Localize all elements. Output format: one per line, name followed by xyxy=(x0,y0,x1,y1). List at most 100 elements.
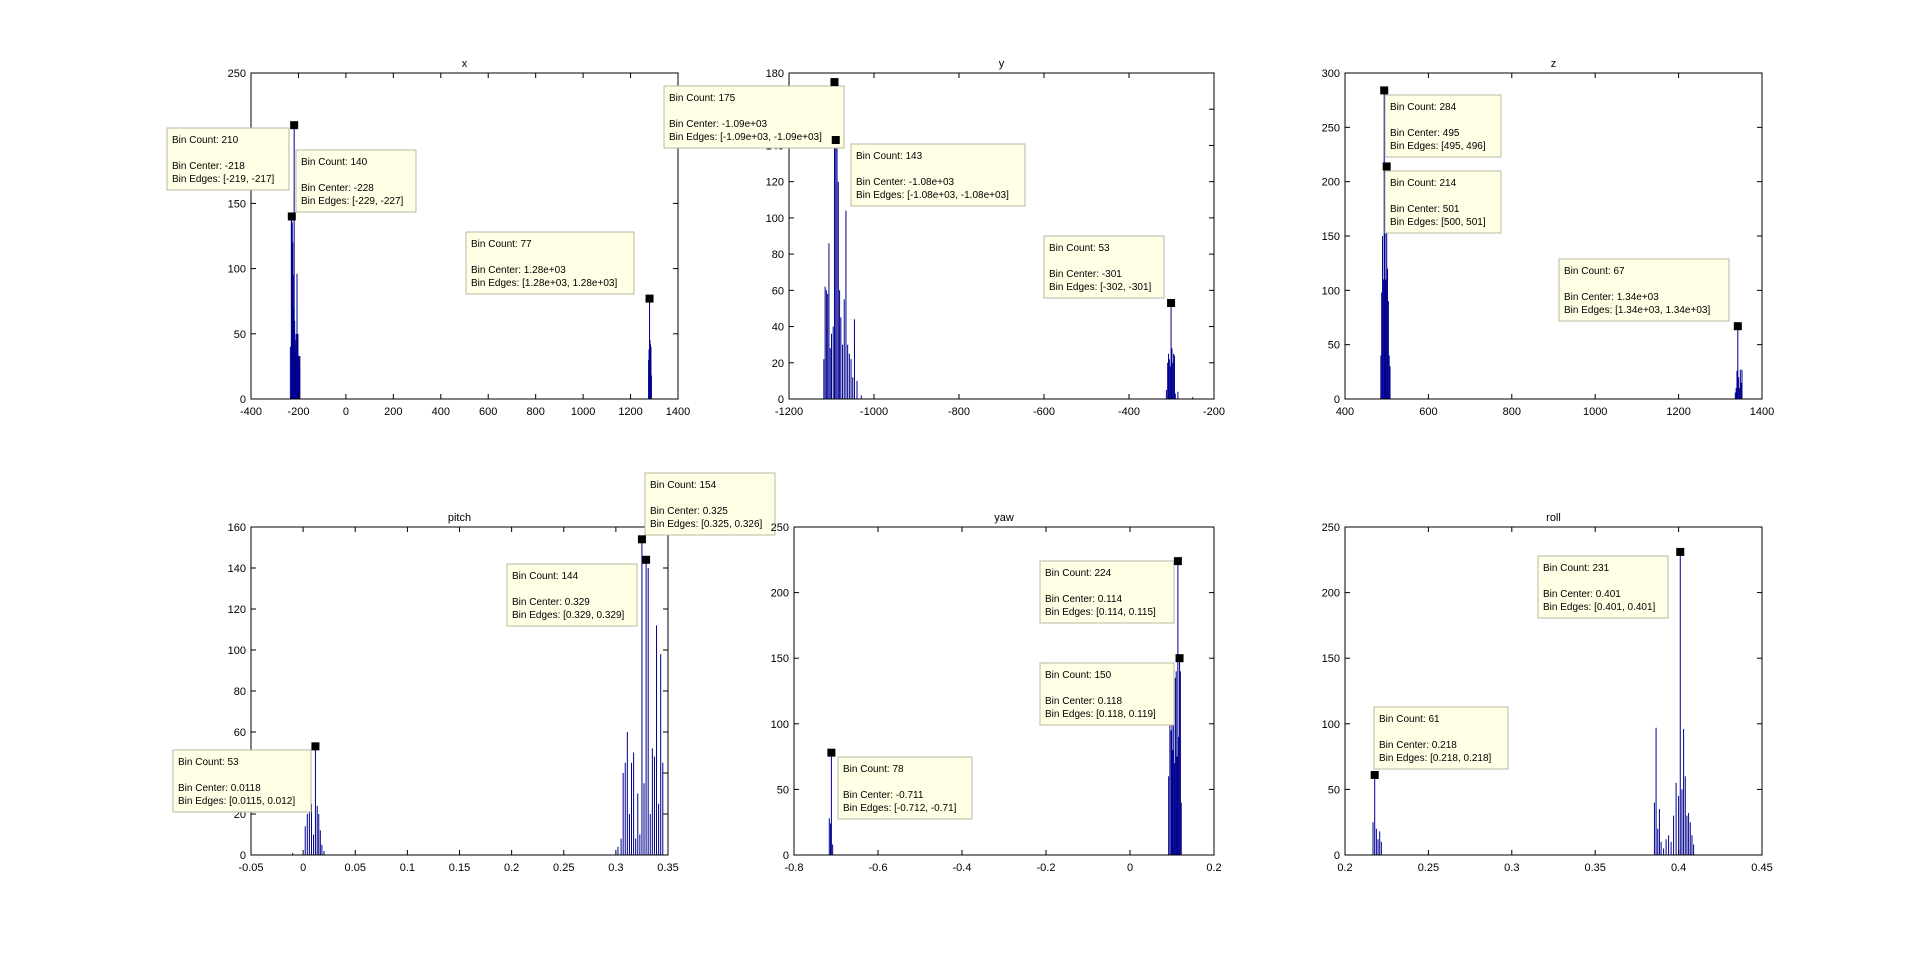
histogram-bar xyxy=(1171,348,1173,399)
histogram-bar xyxy=(830,752,832,855)
datatip-bin-center: Bin Center: 0.0118 xyxy=(178,783,261,794)
y-tick-label: 200 xyxy=(771,588,789,600)
histogram-bar xyxy=(1668,835,1670,855)
histogram-bar xyxy=(1383,90,1385,399)
histogram-bar xyxy=(1372,822,1374,855)
datatip-bin-center: Bin Center: 501 xyxy=(1390,204,1460,215)
y-tick-label: 100 xyxy=(228,264,246,276)
datatip-bin-count: Bin Count: 77 xyxy=(471,239,532,250)
datatip-bin-edges: Bin Edges: [0.325, 0.326] xyxy=(650,519,763,530)
datatip-bin-count: Bin Count: 140 xyxy=(301,157,368,168)
histogram-bars xyxy=(823,82,1194,399)
x-tick-label: -0.4 xyxy=(953,862,972,874)
histogram-bar xyxy=(643,783,645,855)
datatip-bin-edges: Bin Edges: [0.218, 0.218] xyxy=(1379,753,1492,764)
datatip-bin-count: Bin Count: 231 xyxy=(1543,563,1610,574)
datatip: Bin Count: 214 Bin Center: 501 Bin Edges: … xyxy=(1382,162,1502,234)
datatip-bin-count: Bin Count: 78 xyxy=(843,764,904,775)
x-tick-label: 1200 xyxy=(618,406,642,418)
datatip-box xyxy=(850,143,1026,207)
datatip-marker xyxy=(287,212,296,221)
histogram-bar xyxy=(1174,763,1176,855)
datatip-bin-count: Bin Count: 210 xyxy=(172,135,239,146)
histogram-bar xyxy=(1173,353,1175,399)
histogram-bars xyxy=(292,539,664,855)
datatip: Bin Count: 78 Bin Center: -0.711 Bin Edges… xyxy=(827,748,973,820)
histogram-bar xyxy=(829,348,831,399)
y-tick-label: 100 xyxy=(228,645,246,657)
datatip-bin-edges: Bin Edges: [0.118, 0.119] xyxy=(1045,709,1156,720)
y-tick-label: 200 xyxy=(1322,177,1340,189)
histogram-bar xyxy=(1380,841,1382,855)
datatip: Bin Count: 143 Bin Center: -1.08e+03 Bin E… xyxy=(831,136,1026,207)
histogram-bar xyxy=(850,359,852,399)
histogram-bar xyxy=(318,814,320,855)
datatip: Bin Count: 224 Bin Center: 0.114 Bin Edges… xyxy=(1039,557,1182,624)
datatip-box xyxy=(295,149,417,213)
axes-frame xyxy=(250,72,679,400)
histogram-bar xyxy=(313,834,315,855)
histogram-bar xyxy=(662,762,664,855)
y-tick-label: 60 xyxy=(772,285,784,297)
histogram-bar xyxy=(1382,279,1384,399)
x-tick-label: 0.3 xyxy=(1504,862,1519,874)
datatip-bin-edges: Bin Edges: [0.0115, 0.012] xyxy=(178,796,295,807)
x-tick-label: 800 xyxy=(1503,406,1521,418)
y-tick-label: 50 xyxy=(777,784,789,796)
histogram-bar xyxy=(823,359,825,399)
y-tick-label: 60 xyxy=(234,727,246,739)
y-tick-label: 150 xyxy=(228,198,246,210)
histogram-bar xyxy=(292,852,294,855)
datatip-box xyxy=(1043,235,1165,299)
histogram-bars xyxy=(828,561,1182,855)
x-tick-label: 0.2 xyxy=(1206,862,1221,874)
subplot-y: -1200 -1000 -800 -600 -400 -200 0 20 40 60 80 100 12… xyxy=(663,58,1225,418)
y-tick-label: 150 xyxy=(771,653,789,665)
histogram-bar xyxy=(645,559,647,855)
datatip-box xyxy=(465,231,635,295)
subplot-title: roll xyxy=(1546,512,1561,524)
datatip-bin-center: Bin Center: 0.329 xyxy=(512,597,590,608)
histogram-bar xyxy=(1738,388,1740,399)
x-tick-label: -600 xyxy=(1033,406,1055,418)
datatip-marker xyxy=(831,136,840,145)
x-tick-label: -400 xyxy=(1118,406,1140,418)
histogram-bar xyxy=(641,539,643,855)
datatip-bin-edges: Bin Edges: [0.401, 0.401] xyxy=(1543,602,1656,613)
histogram-bar xyxy=(853,319,855,399)
datatip-bin-count: Bin Count: 154 xyxy=(650,480,717,491)
histogram-bar xyxy=(637,793,639,855)
x-tick-label: 0 xyxy=(1127,862,1133,874)
y-tick-label: 300 xyxy=(1322,68,1340,80)
histogram-bar xyxy=(1179,658,1181,855)
histogram-bar xyxy=(633,752,635,855)
histogram-bar xyxy=(1679,551,1681,855)
histogram-bar xyxy=(1169,710,1171,855)
histogram-bar xyxy=(1180,802,1182,855)
histogram-bar xyxy=(1683,729,1685,855)
histogram-bar xyxy=(1192,397,1194,399)
datatip-bin-count: Bin Count: 150 xyxy=(1045,670,1112,681)
datatip-bin-edges: Bin Edges: [0.114, 0.115] xyxy=(1045,607,1156,618)
y-tick-label: 120 xyxy=(766,177,784,189)
x-tick-label: -0.8 xyxy=(785,862,804,874)
histogram-bar xyxy=(840,317,842,399)
histogram-bar xyxy=(1178,736,1180,855)
histogram-bar xyxy=(1389,366,1391,399)
histogram-bar xyxy=(321,844,323,855)
histogram-bar xyxy=(1663,848,1665,855)
datatip-box xyxy=(663,85,845,149)
histogram-bar xyxy=(658,803,660,855)
x-tick-label: 0.15 xyxy=(449,862,470,874)
subplot-roll: 0.2 0.25 0.3 0.35 0.4 0.45 0 50 100 150 200 250 roll… xyxy=(1322,512,1773,874)
histogram-bar xyxy=(1681,789,1683,855)
datatip-bin-center: Bin Center: 0.118 xyxy=(1045,696,1123,707)
x-tick-label: -1000 xyxy=(860,406,888,418)
x-tick-label: 0.2 xyxy=(1337,862,1352,874)
histogram-bar xyxy=(293,125,295,399)
datatip-marker xyxy=(1167,299,1176,308)
datatip-box xyxy=(1384,170,1502,234)
histogram-bar xyxy=(1170,730,1172,855)
datatip-bin-edges: Bin Edges: [-1.09e+03, -1.09e+03] xyxy=(669,132,822,143)
x-tick-label: 0.45 xyxy=(1751,862,1772,874)
